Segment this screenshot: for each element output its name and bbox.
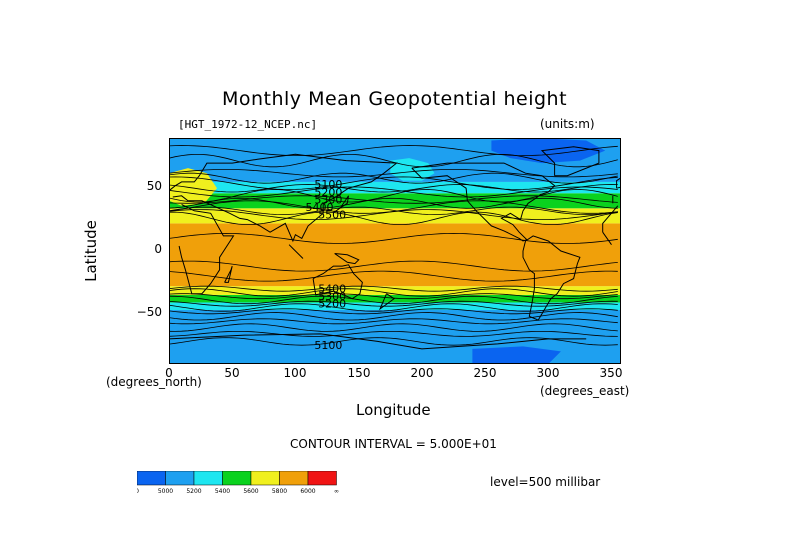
contour-value-label: 5100: [314, 178, 342, 191]
colorbar-swatch: [307, 471, 337, 486]
contour-line: [169, 176, 618, 190]
coastline: [169, 333, 587, 350]
coastline: [616, 177, 621, 189]
contour-value-label: 5400: [306, 201, 334, 214]
x-tick-label: 350: [599, 366, 623, 380]
colorbar-label: 5400: [215, 488, 230, 495]
contour-line: [169, 270, 618, 282]
contour-line: [169, 337, 618, 346]
x-axis-label: Longitude: [356, 401, 431, 419]
colorbar-swatch: [279, 471, 309, 486]
contour-line: [169, 295, 618, 305]
contour-line: [169, 172, 618, 184]
coastline: [602, 205, 619, 233]
contour-line: [169, 145, 618, 157]
chart-title: Monthly Mean Geopotential height: [221, 88, 568, 110]
coastline: [334, 253, 360, 265]
y-tick-label: 50: [146, 179, 162, 193]
trough-region: [472, 346, 561, 364]
coastline: [334, 195, 349, 213]
x-tick-label: 100: [283, 366, 307, 380]
height-band: [169, 181, 621, 194]
contour-line: [169, 211, 618, 225]
height-band: [169, 286, 621, 295]
contour-value-label: 5400: [318, 282, 346, 295]
coastline: [169, 153, 398, 243]
colorbar-swatch: [165, 471, 195, 486]
coastline: [522, 235, 581, 321]
y-tick-label: −50: [136, 305, 162, 319]
colorbar-label: 5200: [186, 488, 201, 495]
contour-line: [169, 331, 618, 337]
contour-line: [169, 206, 618, 216]
contour-line: [169, 195, 618, 204]
colorbar-swatch: [222, 471, 252, 486]
colorbar-label: 5600: [243, 488, 258, 495]
x-tick-label: 50: [224, 366, 240, 380]
colorbar-label: 6000: [300, 488, 315, 495]
contour-line: [169, 285, 618, 292]
contour-value-label: 5300: [318, 290, 346, 303]
contour-line: [169, 184, 618, 193]
height-band: [169, 223, 621, 287]
map-frame: [169, 138, 621, 364]
y-axis-label: Latitude: [81, 220, 100, 282]
colorbar-label: ∞: [334, 488, 339, 495]
coastline: [411, 162, 556, 242]
contour-line: [169, 189, 618, 203]
trough-region: [491, 138, 606, 164]
colorbar-label: 5000: [158, 488, 173, 495]
colorbar-label: 5800: [272, 488, 287, 495]
contour-line: [169, 197, 618, 209]
coastline: [540, 146, 600, 177]
pressure-level-label: level=500 millibar: [490, 475, 601, 489]
x-tick-label: 250: [473, 366, 497, 380]
coastline: [602, 231, 612, 245]
contour-interval-text: CONTOUR INTERVAL = 5.000E+01: [290, 437, 497, 451]
contour-line: [169, 312, 618, 321]
contour-value-label: 5200: [318, 298, 346, 311]
height-band: [169, 193, 621, 209]
contour-line: [169, 186, 618, 198]
x-tick-label: 200: [410, 366, 434, 380]
contour-line: [169, 323, 618, 332]
colorbar-swatch: [193, 471, 223, 486]
colorbar-label: 0: [137, 488, 139, 495]
x-tick-label: 300: [536, 366, 560, 380]
x-tick-label: 150: [347, 366, 371, 380]
coastline: [378, 293, 395, 311]
contour-line: [169, 209, 618, 220]
y-tick-label: 0: [154, 242, 162, 256]
contour-line: [169, 300, 618, 307]
contour-line: [169, 288, 618, 297]
x-unit-label: (degrees_east): [540, 384, 630, 398]
coastline: [312, 264, 363, 300]
contour-value-label: 5500: [318, 208, 346, 221]
contour-value-label: 5100: [314, 339, 342, 352]
x-tick-label: 0: [165, 366, 173, 380]
contour-line: [169, 318, 618, 325]
colorbar-swatch: [137, 471, 166, 486]
dataset-filename: [HGT_1972-12_NCEP.nc]: [178, 118, 318, 131]
coastline: [288, 244, 304, 259]
contour-value-label: 5200: [314, 186, 342, 199]
coastline: [178, 204, 235, 295]
contour-line: [169, 303, 618, 312]
contour-line: [169, 260, 618, 272]
contour-line: [169, 154, 618, 168]
units-label: (units:m): [540, 117, 595, 131]
contour-value-label: 5300: [314, 193, 342, 206]
height-band: [169, 294, 621, 303]
y-unit-label: (degrees_north): [106, 375, 202, 389]
contour-line: [169, 232, 618, 244]
colorbar-legend: 0 5000 5200 5400 5600 5800 6000 ∞: [137, 471, 339, 495]
coastline: [224, 265, 233, 283]
colorbar-swatch: [250, 471, 280, 486]
